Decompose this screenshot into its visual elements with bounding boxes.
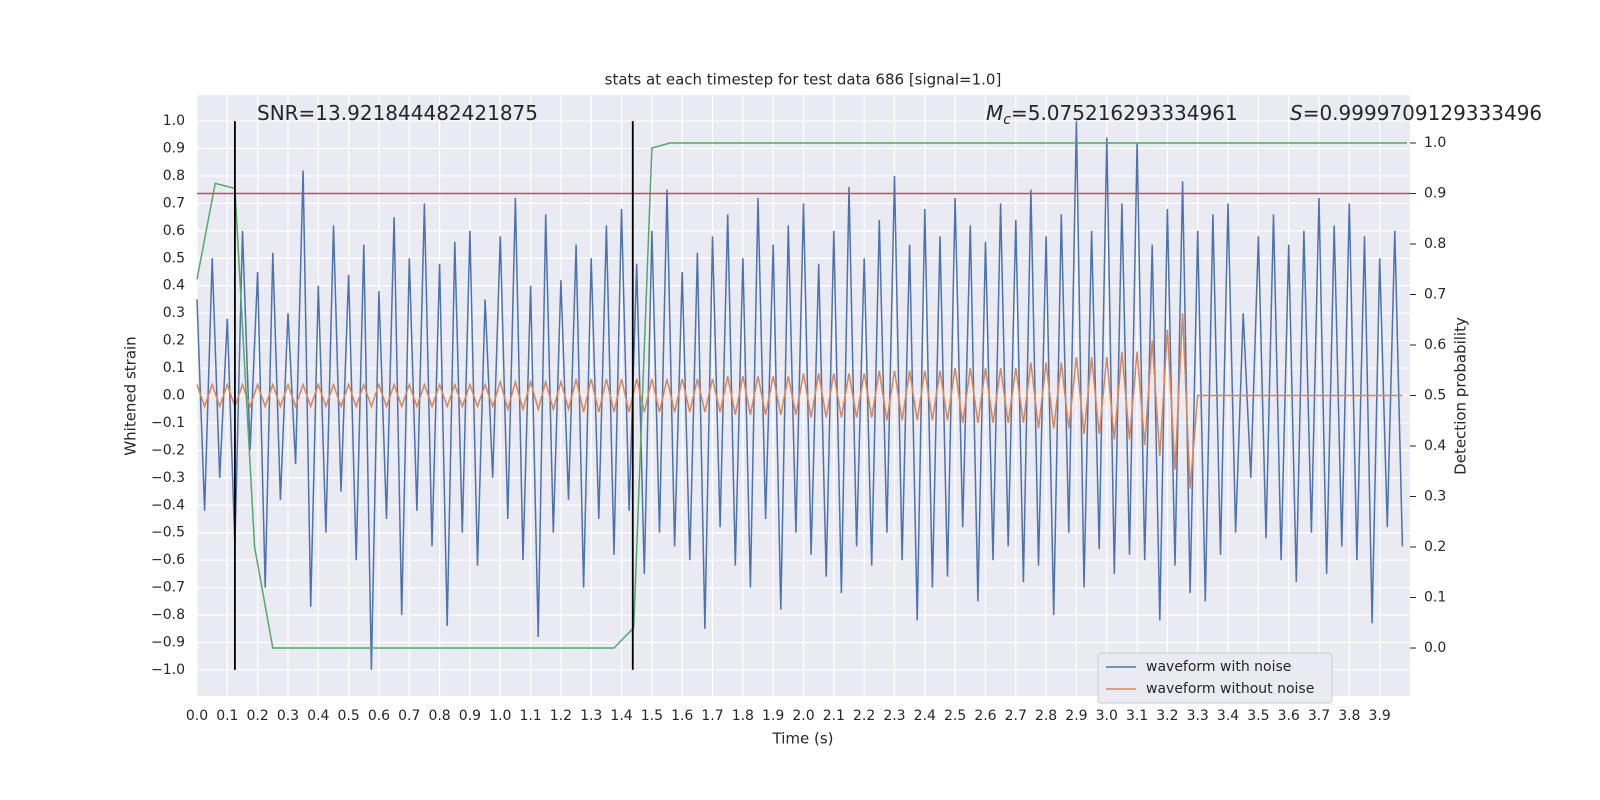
x-tick-label: 2.7: [1005, 708, 1027, 724]
y-tick-label: 0.2: [163, 333, 185, 349]
x-tick-label: 0.0: [186, 708, 208, 724]
x-tick-label: 3.9: [1369, 708, 1391, 724]
annotation: S=0.9999709129333496: [1290, 101, 1542, 125]
annotation-text: SNR=13.921844482421875: [257, 101, 538, 125]
annotation-symbol: S: [1290, 101, 1303, 125]
y-tick-label: 0.5: [163, 250, 185, 266]
y2-axis-label: Detection probability: [1452, 317, 1470, 475]
x-tick-label: 3.2: [1156, 708, 1178, 724]
x-tick-label: 1.9: [762, 708, 784, 724]
y2-tick-label: 0.7: [1424, 286, 1446, 302]
x-tick-label: 1.4: [610, 708, 632, 724]
x-axis-label: Time (s): [772, 730, 834, 748]
marks: [196, 121, 1407, 670]
x-tick-label: 2.0: [792, 708, 814, 724]
x-tick-label: 3.0: [1096, 708, 1118, 724]
y2-tick-label: 0.4: [1424, 438, 1446, 454]
y-tick-label: −0.8: [151, 607, 185, 623]
x-tick-label: 0.8: [428, 708, 450, 724]
x-tick-label: 0.4: [307, 708, 329, 724]
legend-box: [1097, 652, 1333, 704]
x-tick-label: 1.7: [701, 708, 723, 724]
x-tick-label: 0.5: [337, 708, 359, 724]
y-tick-label: −1.0: [151, 662, 185, 678]
y-tick-label: 0.4: [163, 278, 185, 294]
y-tick-label: 0.0: [163, 388, 185, 404]
x-tick-label: 3.7: [1308, 708, 1330, 724]
y-tick-label: 0.7: [163, 195, 185, 211]
y2-tick-label: 0.9: [1424, 185, 1446, 201]
annotation-symbol: M: [986, 101, 1003, 125]
series-line: [196, 121, 1404, 670]
x-tick-label: 3.5: [1247, 708, 1269, 724]
y2-tick-label: 0.8: [1424, 236, 1446, 252]
x-tick-label: 1.6: [671, 708, 693, 724]
x-tick-label: 3.4: [1217, 708, 1239, 724]
y-tick-label: −0.3: [151, 470, 185, 486]
series-line: [196, 142, 1407, 649]
y2-tick-label: 0.2: [1424, 539, 1446, 555]
series-line: [196, 313, 1403, 489]
annotation: SNR=13.921844482421875: [257, 101, 538, 125]
y-tick-label: −0.9: [151, 634, 185, 650]
annotation-subscript: c: [1003, 112, 1011, 128]
y2-tick-label: 0.6: [1424, 337, 1446, 353]
y-tick-label: −0.2: [151, 442, 185, 458]
y2-tick-label: 0.5: [1424, 388, 1446, 404]
legend-label: waveform without noise: [1146, 681, 1314, 697]
y-tick-label: −0.7: [151, 580, 185, 596]
chart-title: stats at each timestep for test data 686…: [605, 71, 1002, 89]
x-tick-label: 0.3: [277, 708, 299, 724]
y-tick-label: −0.1: [151, 415, 185, 431]
x-tick-label: 3.8: [1338, 708, 1360, 724]
x-tick-label: 2.2: [853, 708, 875, 724]
x-tick-label: 3.1: [1126, 708, 1148, 724]
x-tick-label: 0.6: [368, 708, 390, 724]
x-tick-label: 0.1: [216, 708, 238, 724]
x-tick-label: 0.7: [398, 708, 420, 724]
y-tick-label: 0.8: [163, 168, 185, 184]
y2-tick-label: 1.0: [1424, 135, 1446, 151]
x-tick-label: 1.2: [550, 708, 572, 724]
y-axis-label: Whitened strain: [122, 336, 140, 455]
y-tick-label: 1.0: [163, 113, 185, 129]
y-tick-label: −0.5: [151, 525, 185, 541]
x-tick-label: 3.3: [1187, 708, 1209, 724]
x-tick-label: 2.6: [974, 708, 996, 724]
x-tick-label: 1.5: [641, 708, 663, 724]
x-tick-label: 0.2: [247, 708, 269, 724]
y2-tick-label: 0.0: [1424, 640, 1446, 656]
x-tick-label: 2.3: [883, 708, 905, 724]
y-tick-label: −0.6: [151, 552, 185, 568]
x-tick-label: 0.9: [459, 708, 481, 724]
y-tick-label: 0.1: [163, 360, 185, 376]
x-tick-label: 1.0: [489, 708, 511, 724]
legend-label: waveform with noise: [1146, 659, 1291, 675]
y2-tick-label: 0.3: [1424, 489, 1446, 505]
x-tick-label: 2.9: [1065, 708, 1087, 724]
x-tick-label: 3.6: [1278, 708, 1300, 724]
x-tick-label: 2.5: [944, 708, 966, 724]
annotation-text: =5.075216293334961: [1011, 101, 1238, 125]
y2-tick-label: 0.1: [1424, 590, 1446, 606]
annotation: Mc=5.075216293334961: [986, 101, 1238, 129]
x-tick-label: 2.4: [914, 708, 936, 724]
x-tick-label: 2.8: [1035, 708, 1057, 724]
x-tick-label: 2.1: [823, 708, 845, 724]
x-tick-label: 1.8: [732, 708, 754, 724]
y-tick-label: 0.3: [163, 305, 185, 321]
y-tick-label: −0.4: [151, 497, 185, 513]
annotation-text: =0.9999709129333496: [1303, 101, 1542, 125]
grid: [196, 95, 1410, 696]
x-tick-label: 1.1: [519, 708, 541, 724]
y-tick-label: 0.6: [163, 223, 185, 239]
x-tick-label: 1.3: [580, 708, 602, 724]
y-tick-label: 0.9: [163, 141, 185, 157]
overlay: SNR=13.921844482421875 Mc=5.0752162933349…: [197, 101, 1542, 704]
